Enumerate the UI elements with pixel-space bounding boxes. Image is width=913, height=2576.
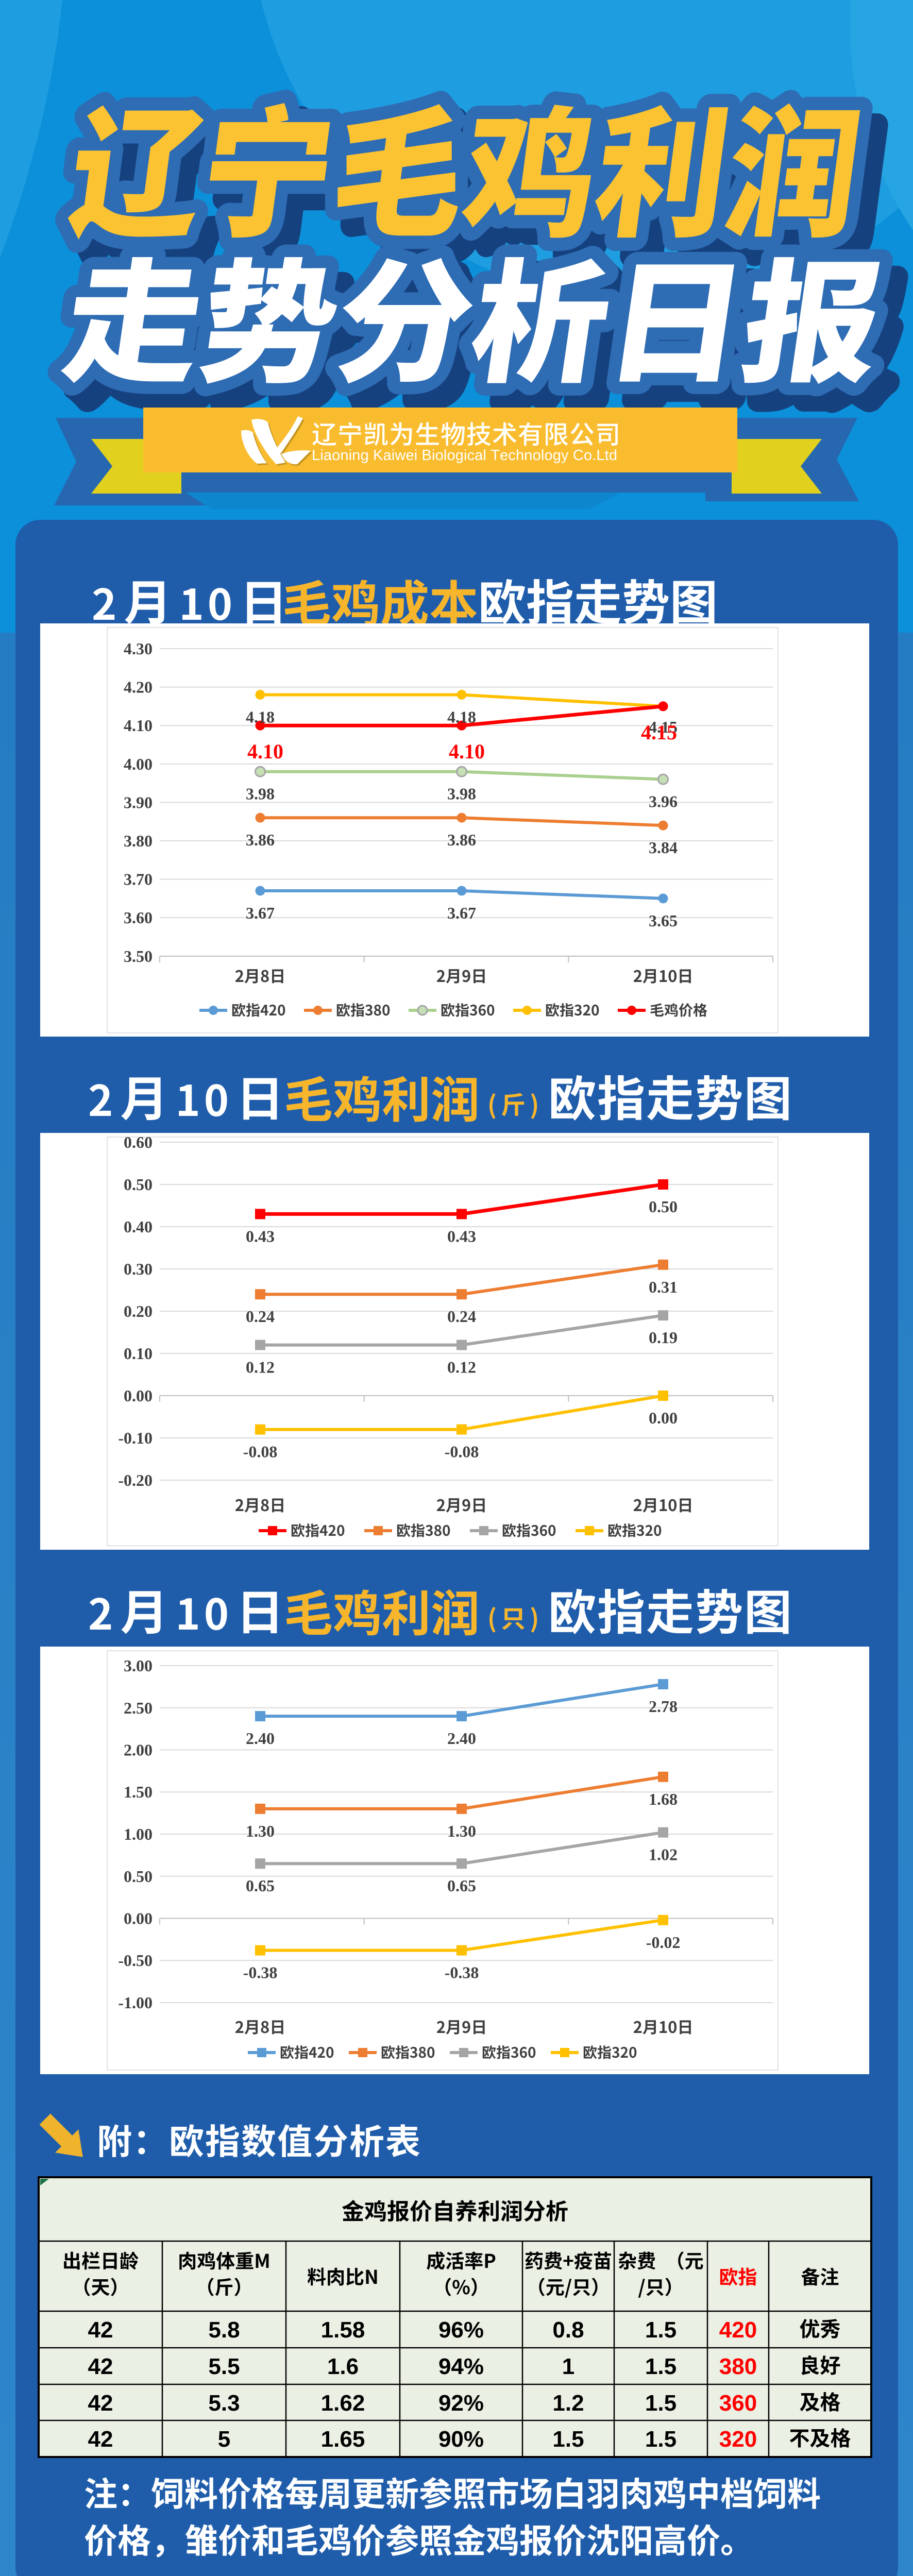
svg-text:42: 42 <box>88 2317 113 2343</box>
svg-text:3.00: 3.00 <box>124 1656 153 1675</box>
svg-text:2.50: 2.50 <box>124 1699 153 1717</box>
svg-text:-0.02: -0.02 <box>646 1933 681 1952</box>
svg-text:2.00: 2.00 <box>124 1741 153 1759</box>
svg-text:4.30: 4.30 <box>124 639 153 658</box>
svg-text:0.50: 0.50 <box>649 1197 678 1216</box>
svg-text:-0.38: -0.38 <box>243 1963 278 1982</box>
svg-text:0.00: 0.00 <box>124 1386 153 1405</box>
svg-text:42: 42 <box>88 2427 113 2452</box>
svg-text:3.67: 3.67 <box>447 904 476 922</box>
svg-text:380: 380 <box>719 2354 757 2379</box>
svg-text:0.00: 0.00 <box>649 1409 678 1427</box>
svg-text:1.30: 1.30 <box>447 1822 476 1840</box>
svg-text:1.2: 1.2 <box>552 2391 584 2416</box>
svg-text:90%: 90% <box>438 2427 484 2452</box>
svg-text:3.98: 3.98 <box>447 785 476 803</box>
svg-text:0.24: 0.24 <box>246 1307 275 1326</box>
svg-text:0.8: 0.8 <box>552 2317 584 2343</box>
svg-text:4.20: 4.20 <box>124 678 153 697</box>
svg-text:5.3: 5.3 <box>208 2391 240 2416</box>
svg-text:4.10: 4.10 <box>124 716 153 735</box>
svg-text:-0.10: -0.10 <box>118 1429 153 1447</box>
svg-text:0.43: 0.43 <box>246 1227 275 1245</box>
svg-text:2.40: 2.40 <box>447 1729 476 1748</box>
svg-text:3.65: 3.65 <box>649 911 678 930</box>
svg-text:1.5: 1.5 <box>645 2427 677 2452</box>
svg-text:1.02: 1.02 <box>649 1845 678 1864</box>
svg-text:5: 5 <box>218 2427 230 2452</box>
svg-text:0.30: 0.30 <box>124 1260 153 1278</box>
svg-text:-1.00: -1.00 <box>118 1993 153 2012</box>
svg-text:3.60: 3.60 <box>124 908 153 927</box>
svg-text:42: 42 <box>88 2391 113 2416</box>
svg-text:2.40: 2.40 <box>246 1729 275 1748</box>
svg-text:1.6: 1.6 <box>327 2354 359 2379</box>
svg-text:0.40: 0.40 <box>124 1217 153 1236</box>
svg-text:0.20: 0.20 <box>124 1302 153 1320</box>
svg-text:-0.20: -0.20 <box>118 1471 153 1489</box>
svg-text:0.60: 0.60 <box>124 1133 153 1151</box>
svg-text:-0.08: -0.08 <box>445 1443 479 1461</box>
svg-text:3.98: 3.98 <box>246 785 275 803</box>
svg-text:0.12: 0.12 <box>447 1358 476 1377</box>
svg-text:1.5: 1.5 <box>645 2391 677 2416</box>
svg-text:42: 42 <box>88 2354 113 2379</box>
svg-text:1.62: 1.62 <box>321 2391 365 2416</box>
svg-text:3.90: 3.90 <box>124 793 153 811</box>
svg-text:1.00: 1.00 <box>124 1825 153 1843</box>
svg-text:0.50: 0.50 <box>124 1175 153 1194</box>
svg-text:1: 1 <box>562 2354 574 2379</box>
svg-text:1.5: 1.5 <box>645 2317 677 2343</box>
svg-text:4.00: 4.00 <box>124 755 153 773</box>
svg-text:0.00: 0.00 <box>124 1909 153 1928</box>
svg-text:3.50: 3.50 <box>124 947 153 965</box>
svg-text:1.5: 1.5 <box>645 2354 677 2379</box>
svg-text:Liaoning Kaiwei Biological Tec: Liaoning Kaiwei Biological Technology Co… <box>312 447 617 464</box>
svg-text:5.5: 5.5 <box>208 2354 240 2379</box>
svg-text:-0.38: -0.38 <box>445 1963 479 1982</box>
svg-text:1.50: 1.50 <box>124 1783 153 1801</box>
svg-text:1.30: 1.30 <box>246 1822 275 1840</box>
svg-text:0.65: 0.65 <box>447 1876 476 1895</box>
svg-text:-0.50: -0.50 <box>118 1951 153 1970</box>
svg-text:4.10: 4.10 <box>247 740 283 763</box>
svg-text:360: 360 <box>719 2391 757 2416</box>
svg-text:1.5: 1.5 <box>552 2427 584 2452</box>
svg-text:0.24: 0.24 <box>447 1307 476 1326</box>
svg-text:4.10: 4.10 <box>449 740 485 763</box>
svg-text:1.65: 1.65 <box>321 2427 365 2452</box>
svg-text:1.58: 1.58 <box>321 2317 365 2343</box>
svg-text:0.10: 0.10 <box>124 1344 153 1363</box>
svg-text:320: 320 <box>719 2427 757 2452</box>
svg-text:4.15: 4.15 <box>649 718 678 736</box>
svg-text:3.70: 3.70 <box>124 870 153 889</box>
svg-text:0.65: 0.65 <box>246 1876 275 1895</box>
svg-text:5.8: 5.8 <box>208 2317 240 2343</box>
svg-text:96%: 96% <box>438 2317 484 2343</box>
svg-text:3.86: 3.86 <box>447 831 476 849</box>
svg-text:94%: 94% <box>438 2354 484 2379</box>
svg-text:92%: 92% <box>438 2391 484 2416</box>
svg-text:4.18: 4.18 <box>246 708 275 726</box>
svg-text:3.67: 3.67 <box>246 904 275 922</box>
svg-text:3.84: 3.84 <box>649 838 678 857</box>
svg-text:1.68: 1.68 <box>649 1790 678 1808</box>
svg-text:0.43: 0.43 <box>447 1227 476 1245</box>
svg-text:0.50: 0.50 <box>124 1867 153 1886</box>
svg-text:3.80: 3.80 <box>124 832 153 850</box>
svg-text:0.19: 0.19 <box>649 1328 678 1347</box>
svg-text:2.78: 2.78 <box>649 1697 678 1716</box>
svg-text:0.31: 0.31 <box>649 1278 678 1296</box>
svg-text:4.15: 4.15 <box>641 721 677 744</box>
svg-text:420: 420 <box>719 2317 757 2343</box>
svg-text:-0.08: -0.08 <box>243 1443 278 1461</box>
svg-text:0.12: 0.12 <box>246 1358 275 1377</box>
svg-text:3.96: 3.96 <box>649 792 678 811</box>
svg-text:4.18: 4.18 <box>447 708 476 726</box>
svg-text:3.86: 3.86 <box>246 831 275 849</box>
